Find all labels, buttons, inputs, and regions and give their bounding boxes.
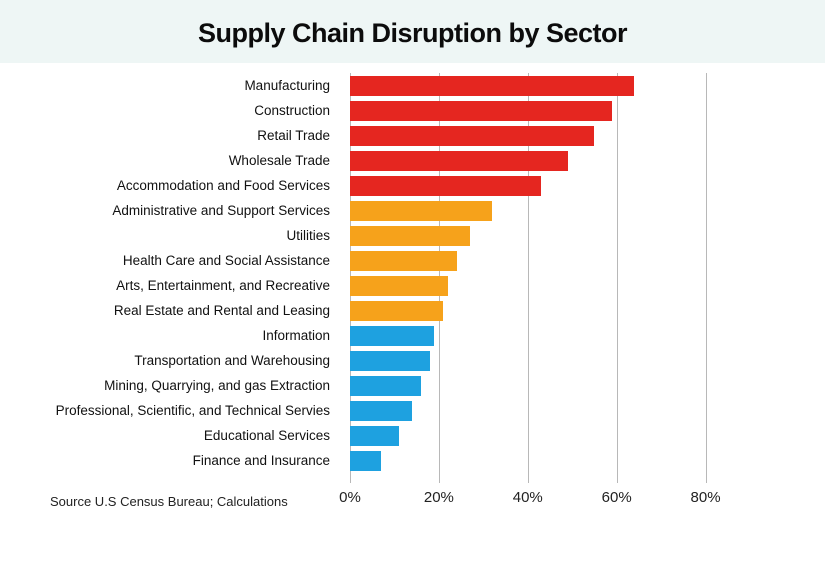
- bar: [350, 451, 381, 471]
- category-label: Construction: [40, 103, 340, 118]
- bar-row: Real Estate and Rental and Leasing: [40, 298, 750, 323]
- bar: [350, 251, 457, 271]
- bar-row: Utilities: [40, 223, 750, 248]
- bar-row: Retail Trade: [40, 123, 750, 148]
- bar: [350, 126, 594, 146]
- bar-row: Transportation and Warehousing: [40, 348, 750, 373]
- bar: [350, 326, 434, 346]
- bar-track: [350, 323, 750, 348]
- bar: [350, 301, 443, 321]
- bar: [350, 76, 634, 96]
- bar-row: Mining, Quarrying, and gas Extraction: [40, 373, 750, 398]
- category-label: Information: [40, 328, 340, 343]
- bar: [350, 426, 399, 446]
- x-tick-label: 20%: [424, 489, 454, 506]
- bar-rows: Manufacturing Construction Retail Trade Who…: [40, 73, 750, 483]
- category-label: Utilities: [40, 228, 340, 243]
- bar: [350, 376, 421, 396]
- category-label: Transportation and Warehousing: [40, 353, 340, 368]
- bar-row: Manufacturing: [40, 73, 750, 98]
- category-label: Health Care and Social Assistance: [40, 253, 340, 268]
- bar: [350, 176, 541, 196]
- bar-row: Wholesale Trade: [40, 148, 750, 173]
- bar: [350, 151, 568, 171]
- chart-title: Supply Chain Disruption by Sector: [0, 18, 825, 49]
- bar: [350, 226, 470, 246]
- x-tick-label: 0%: [339, 489, 361, 506]
- category-label: Finance and Insurance: [40, 453, 340, 468]
- bar-row: Accommodation and Food Services: [40, 173, 750, 198]
- bar-track: [350, 273, 750, 298]
- bar-track: [350, 173, 750, 198]
- bar-track: [350, 148, 750, 173]
- bar: [350, 101, 612, 121]
- bar-row: Construction: [40, 98, 750, 123]
- x-tick-label: 80%: [691, 489, 721, 506]
- bar-row: Information: [40, 323, 750, 348]
- category-label: Accommodation and Food Services: [40, 178, 340, 193]
- bar-track: [350, 348, 750, 373]
- bar-track: [350, 123, 750, 148]
- bar-track: [350, 248, 750, 273]
- bar-track: [350, 398, 750, 423]
- bar: [350, 201, 492, 221]
- category-label: Real Estate and Rental and Leasing: [40, 303, 340, 318]
- bar: [350, 401, 412, 421]
- bar-track: [350, 98, 750, 123]
- chart-header: Supply Chain Disruption by Sector: [0, 0, 825, 63]
- x-tick-label: 60%: [602, 489, 632, 506]
- category-label: Wholesale Trade: [40, 153, 340, 168]
- bar-track: [350, 223, 750, 248]
- bar-row: Educational Services: [40, 423, 750, 448]
- bar: [350, 351, 430, 371]
- category-label: Manufacturing: [40, 78, 340, 93]
- category-label: Arts, Entertainment, and Recreative: [40, 278, 340, 293]
- bar-row: Arts, Entertainment, and Recreative: [40, 273, 750, 298]
- category-label: Professional, Scientific, and Technical …: [40, 403, 340, 418]
- category-label: Mining, Quarrying, and gas Extraction: [40, 378, 340, 393]
- bar-track: [350, 373, 750, 398]
- bar-track: [350, 198, 750, 223]
- bar-track: [350, 298, 750, 323]
- bar-track: [350, 448, 750, 473]
- bar-row: Professional, Scientific, and Technical …: [40, 398, 750, 423]
- category-label: Retail Trade: [40, 128, 340, 143]
- x-axis: 0%20%40%60%80%: [350, 483, 750, 513]
- bar-track: [350, 423, 750, 448]
- source-text: Source U.S Census Bureau; Calculations: [40, 494, 288, 513]
- chart-area: Manufacturing Construction Retail Trade Who…: [40, 73, 785, 513]
- bar: [350, 276, 448, 296]
- category-label: Educational Services: [40, 428, 340, 443]
- bar-track: [350, 73, 750, 98]
- bar-row: Administrative and Support Services: [40, 198, 750, 223]
- x-tick-label: 40%: [513, 489, 543, 506]
- bar-row: Health Care and Social Assistance: [40, 248, 750, 273]
- bar-row: Finance and Insurance: [40, 448, 750, 473]
- category-label: Administrative and Support Services: [40, 203, 340, 218]
